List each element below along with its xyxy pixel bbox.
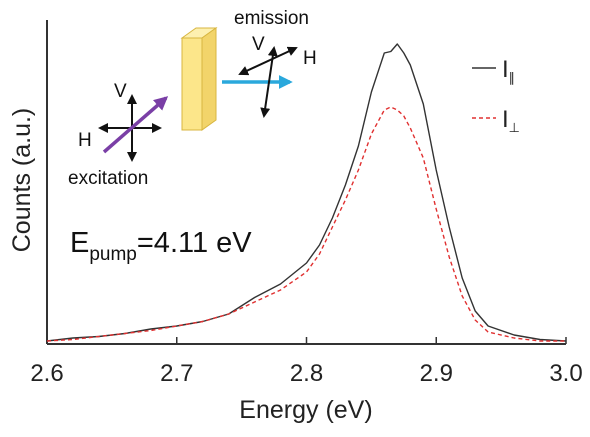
legend: I∥ I⊥ (472, 56, 520, 135)
x-axis-title: Energy (eV) (239, 396, 372, 424)
emission-v-label: V (252, 34, 265, 55)
series-line-perpendicular (46, 106, 566, 342)
x-tick-label-0: 2.6 (30, 360, 63, 387)
pump-energy-label: Epump=4.11 eV (70, 227, 252, 265)
x-tick-label-2: 2.8 (290, 360, 323, 387)
x-ticks (46, 337, 567, 344)
legend-label-parallel: I∥ (502, 56, 515, 85)
excitation-arrow-icon (102, 96, 169, 154)
series-layer (46, 43, 567, 342)
excitation-h-label: H (78, 130, 92, 151)
x-tick-labels: 2.6 2.7 2.8 2.9 3.0 (30, 360, 582, 387)
polarization-schematic: V H excitation V H emission (68, 8, 317, 189)
x-tick-label-1: 2.7 (160, 360, 193, 387)
excitation-v-label: V (114, 81, 127, 102)
sample-block-icon (180, 27, 218, 131)
x-tick-label-3: 2.9 (420, 360, 453, 387)
emission-h-label: H (303, 48, 317, 69)
emission-label: emission (234, 8, 309, 29)
legend-label-perpendicular: I⊥ (502, 106, 520, 135)
y-axis-title: Counts (a.u.) (8, 108, 36, 253)
excitation-label: excitation (68, 168, 148, 189)
emission-polarization-icon (238, 46, 298, 118)
x-tick-label-4: 3.0 (549, 360, 582, 387)
